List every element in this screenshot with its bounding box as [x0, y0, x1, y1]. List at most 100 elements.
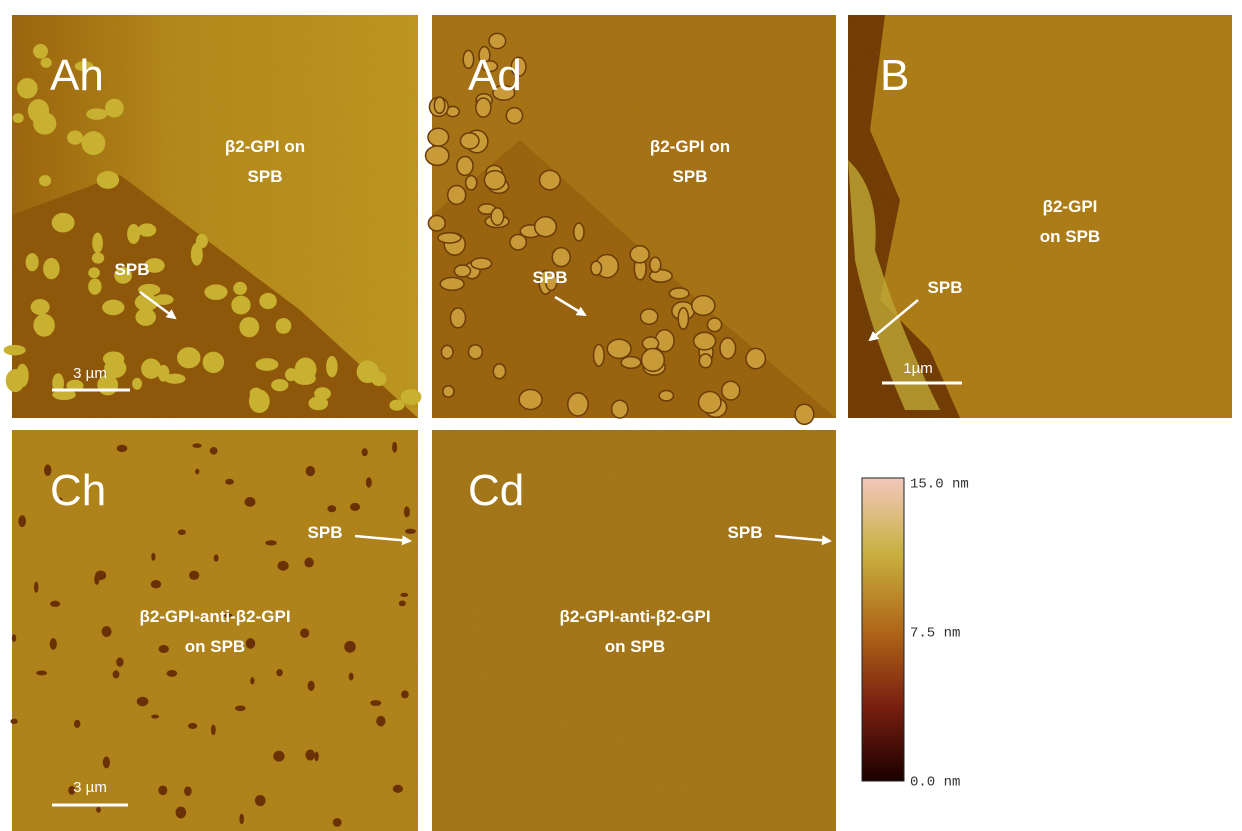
blob	[3, 344, 26, 356]
blob	[265, 540, 277, 546]
blob	[271, 378, 289, 392]
blob	[177, 529, 186, 536]
blob	[505, 106, 524, 125]
annotation: on SPB	[185, 637, 245, 656]
panel-label: B	[880, 51, 909, 100]
annotation: β2-GPI on	[650, 137, 730, 156]
blob	[721, 380, 741, 401]
blob	[668, 287, 690, 300]
blob	[184, 786, 192, 797]
panel-cd: Cd SPB β2-GPI-anti-β2-GPI on SPB	[432, 430, 836, 831]
blob	[392, 441, 398, 453]
blob	[794, 403, 815, 426]
blob	[138, 283, 161, 296]
blob	[276, 669, 283, 677]
colorbar: 15.0 nm 7.5 nm 0.0 nm	[861, 477, 969, 791]
blob	[483, 169, 507, 191]
blob	[332, 817, 342, 827]
blob	[101, 626, 112, 638]
colorbar-label: 0.0 nm	[910, 775, 960, 791]
blob	[248, 389, 270, 414]
arrow-label: SPB	[928, 278, 963, 297]
blob	[327, 505, 337, 513]
blob	[209, 447, 218, 455]
blob	[175, 806, 187, 819]
blob	[275, 317, 292, 334]
blob	[151, 714, 160, 719]
blob	[719, 337, 737, 360]
blob	[16, 363, 29, 388]
blob	[153, 294, 174, 305]
blob	[490, 207, 505, 227]
blob	[592, 343, 605, 367]
blob	[135, 308, 157, 326]
blob	[326, 355, 338, 378]
panel-label: Ah	[50, 51, 104, 100]
blob	[195, 468, 200, 475]
blob	[36, 670, 48, 676]
blob	[91, 252, 105, 264]
blob	[132, 377, 143, 390]
blob	[195, 233, 208, 249]
blob	[134, 293, 159, 312]
blob	[706, 317, 723, 333]
blob	[453, 264, 472, 278]
blob	[492, 363, 507, 380]
blob	[11, 634, 17, 643]
blob	[356, 360, 380, 384]
annotation: β2-GPI	[1043, 197, 1098, 216]
blob	[81, 131, 106, 156]
annotation: β2-GPI on	[225, 137, 305, 156]
blob	[225, 478, 234, 485]
blob	[544, 271, 558, 292]
blob	[116, 657, 124, 667]
blob	[392, 784, 403, 793]
blob	[398, 600, 406, 607]
blob	[492, 84, 516, 101]
blob	[533, 216, 558, 238]
blob	[245, 638, 256, 649]
arrow	[868, 299, 919, 342]
blob	[33, 43, 49, 59]
blob	[223, 613, 233, 618]
scale-bar-label: 3 µm	[73, 365, 107, 382]
blob	[405, 528, 416, 534]
blob	[96, 806, 101, 813]
blob	[401, 690, 409, 699]
blob	[745, 347, 767, 370]
blob	[446, 184, 467, 206]
blob	[239, 813, 244, 825]
blob	[52, 389, 76, 401]
blob	[10, 718, 18, 725]
blob	[442, 384, 455, 398]
blob	[30, 298, 50, 316]
blob	[88, 267, 100, 279]
blob	[233, 281, 247, 295]
blob	[692, 331, 717, 351]
blob	[464, 174, 478, 191]
blob	[88, 278, 102, 295]
arrow-label: SPB	[115, 260, 150, 279]
blob	[231, 295, 251, 315]
blob	[629, 245, 650, 264]
blob	[255, 358, 279, 371]
blob	[567, 392, 589, 417]
blob	[136, 696, 149, 707]
panel-ah: Ah β2-GPI on SPB SPB 3 µm	[3, 15, 422, 418]
blob	[273, 750, 285, 762]
blob	[51, 212, 75, 233]
scale-bar-label: 3 µm	[73, 779, 107, 796]
blob	[104, 358, 127, 378]
colorbar-label: 15.0 nm	[910, 477, 969, 493]
blob	[102, 756, 111, 769]
blob	[56, 497, 63, 502]
blob	[202, 351, 225, 374]
blob	[166, 669, 178, 677]
blob	[475, 97, 492, 118]
blob	[590, 260, 603, 276]
blob	[370, 700, 382, 706]
blob	[112, 670, 120, 679]
blob	[307, 680, 315, 692]
blob	[151, 552, 156, 561]
